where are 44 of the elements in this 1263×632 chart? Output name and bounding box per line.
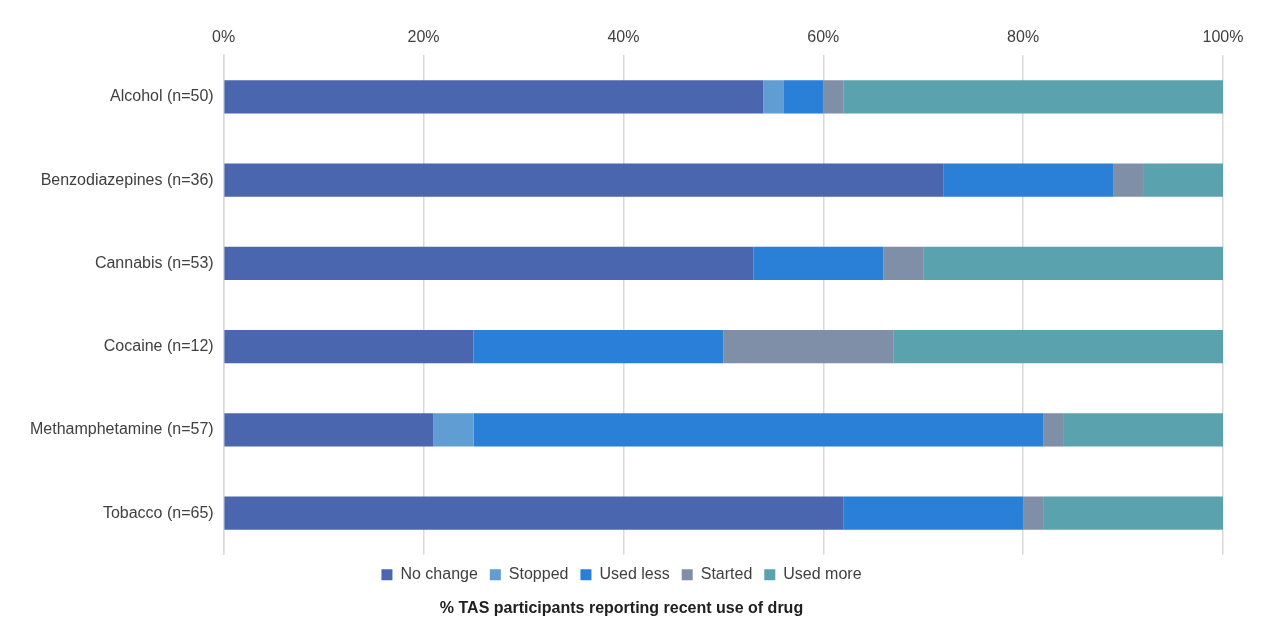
bar [1113,163,1144,197]
bar [224,246,754,281]
bar [1043,496,1223,530]
bar [1063,413,1223,447]
legend-label: Stopped [508,565,569,583]
x-tick-label: 40% [607,28,640,46]
bar [224,80,764,114]
x-axis-title: % TAS participants reporting recent use of drug [439,598,804,616]
bar [763,80,784,114]
bar [883,246,924,281]
bar [224,496,844,530]
bar [1043,413,1064,447]
y-tick-label: Cannabis (n=53) [94,253,214,271]
bar [1143,163,1223,197]
y-tick-label: Benzodiazepines (n=36) [40,170,214,188]
y-tick-label: Tobacco (n=65) [102,503,214,521]
bar [893,329,1223,364]
y-tick-label: Alcohol (n=50) [110,87,214,105]
x-tick-label: 60% [807,28,840,46]
bar [943,163,1114,197]
bar [224,329,474,364]
x-tick-label: 80% [1007,28,1040,46]
bar [923,246,1223,281]
bar [473,329,724,364]
y-tick-label: Cocaine (n=12) [103,337,214,355]
bar [224,413,434,447]
x-tick-label: 20% [407,28,440,46]
legend-label: Started [700,565,753,583]
x-tick-label: 100% [1202,28,1244,46]
bar [783,80,824,114]
bar [823,80,844,114]
bar [753,246,884,281]
bar [843,80,1223,114]
bar [473,413,1044,447]
legend-label: Used more [783,565,862,583]
bar [1023,496,1044,530]
x-tick-label: 0% [212,28,236,46]
bar [224,163,944,197]
legend-label: Used less [599,565,670,583]
legend-label: No change [400,565,478,583]
bar [433,413,474,447]
y-tick-label: Methamphetamine (n=57) [30,420,214,438]
bar [723,329,894,364]
bar [843,496,1024,530]
